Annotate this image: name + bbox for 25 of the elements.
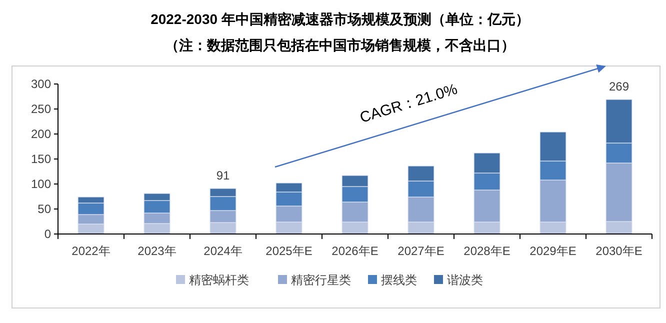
x-tick-label: 2028年E [464, 244, 510, 258]
y-tick-label: 150 [30, 152, 52, 166]
y-tick-label: 250 [30, 102, 52, 116]
total-label: 269 [608, 80, 630, 94]
y-tick-label: 100 [30, 177, 52, 191]
legend-label: 精密行星类 [291, 273, 351, 287]
x-tick-label: 2024年 [204, 244, 242, 258]
total-label: 91 [216, 168, 230, 182]
y-tick-label: 200 [30, 127, 52, 141]
legend-label: 摆线类 [381, 273, 417, 287]
annotation: CAGR：21.0% [358, 80, 460, 127]
y-tick-label: 50 [38, 202, 52, 216]
x-tick-label: 2022年 [72, 244, 110, 258]
x-tick-label: 2025年E [266, 244, 312, 258]
chart-subtitle: （注：数据范围只包括在中国市场销售规模，不含出口） [165, 37, 515, 53]
legend-label: 精密蜗杆类 [189, 273, 249, 287]
x-tick-label: 2023年 [138, 244, 176, 258]
y-tick-label: 300 [30, 77, 52, 91]
x-tick-label: 2030年E [596, 244, 642, 258]
chart-title: 2022-2030 年中国精密减速器市场规模及预测（单位：亿元） [150, 11, 530, 27]
x-tick-label: 2027年E [398, 244, 444, 258]
y-tick-label: 0 [44, 227, 52, 241]
x-tick-label: 2029年E [530, 244, 576, 258]
legend-label: 谐波类 [447, 273, 483, 287]
x-tick-label: 2026年E [332, 244, 378, 258]
